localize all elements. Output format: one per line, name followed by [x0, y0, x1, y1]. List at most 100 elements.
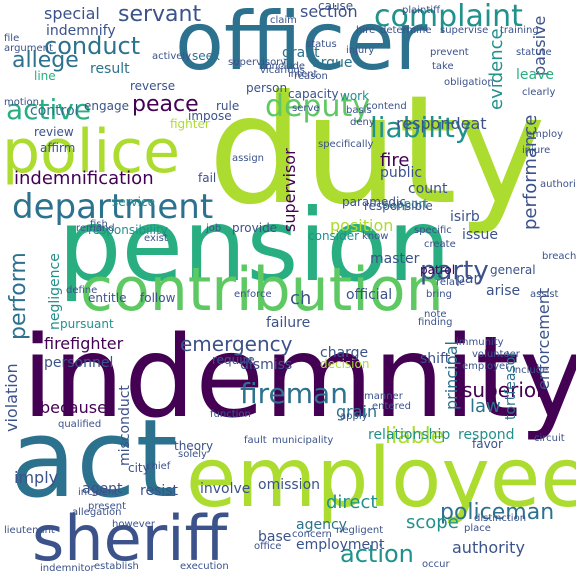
word-personnel: personnel [44, 355, 114, 371]
word-resist: resist [140, 483, 179, 499]
word-emergency: emergency [180, 332, 293, 356]
word-grain: grain [336, 402, 378, 421]
word-argue: argue [312, 55, 353, 71]
word-service: service [112, 195, 155, 209]
word-occur: occur [422, 559, 450, 570]
word-finding: finding [418, 317, 453, 328]
word-dismiss: dismiss [240, 357, 293, 373]
word-liability: liability [370, 111, 472, 144]
word-favor: favor [472, 437, 503, 451]
word-conclude: conclude [260, 61, 306, 72]
word-circuit: circuit [534, 433, 565, 444]
word-seek: seek [192, 49, 220, 63]
word-fire: fire [380, 150, 410, 171]
word-statute: statute [516, 47, 552, 58]
word-public: public [380, 165, 423, 181]
word-immunity: immunity [456, 337, 504, 348]
word-isirb: isirb [450, 209, 480, 225]
word-charge: charge [320, 345, 369, 361]
word-claim: claim [270, 15, 297, 26]
word-evidence: evidence [486, 28, 507, 110]
word-vicarious: vicarious [260, 65, 305, 76]
word-police: police [2, 117, 181, 187]
word-conduct: conduct [44, 32, 141, 60]
word-municipality: municipality [272, 435, 334, 446]
word-actively: actively [152, 51, 192, 62]
word-qualified: qualified [58, 419, 102, 430]
word-misconduct: misconduct [117, 385, 133, 466]
word-respondeat: respondeat [396, 114, 487, 133]
word-grant: grant [282, 45, 320, 61]
word-bring: bring [426, 289, 452, 300]
word-establish: establish [94, 561, 139, 572]
word-paramedic: paramedic [342, 195, 406, 209]
word-know: know [362, 231, 389, 242]
word-relationship: relationship [368, 427, 451, 443]
word-solely: solely [178, 449, 207, 460]
word-prevent: prevent [430, 47, 469, 58]
word-entered: entered [372, 401, 411, 412]
word-impose: impose [188, 109, 232, 123]
word-involve: involve [200, 481, 251, 497]
word-cause: cause [318, 0, 354, 13]
word-city: city [128, 461, 150, 475]
word-however: however [112, 519, 155, 530]
word-remand: remand [76, 223, 115, 234]
word-require: require [212, 353, 255, 367]
word-exist: exist [144, 233, 168, 244]
word-place: place [464, 523, 491, 534]
word-enforce: enforce [234, 289, 272, 300]
word-fireman: fireman [240, 377, 348, 410]
word-control: control [30, 103, 79, 119]
word-indemnify: indemnify [46, 23, 116, 39]
word-incident: incident [78, 487, 119, 498]
word-basis: basis [346, 105, 372, 116]
word-consider: consider [308, 229, 360, 243]
word-firefighter: firefighter [44, 334, 124, 353]
word-distinction: distinction [474, 513, 527, 524]
word-servant: servant [118, 2, 202, 27]
word-create: create [424, 239, 456, 250]
word-define: define [66, 285, 98, 296]
word-obligation: obligation [444, 77, 494, 88]
word-execution: execution [180, 561, 229, 572]
word-authorized: authorized [540, 179, 576, 190]
word-decision: decision [320, 357, 370, 371]
word-agent: agent [82, 481, 123, 497]
word-supervisory: supervisory [228, 57, 287, 68]
word-section: section [300, 2, 358, 21]
word-superior: superior [462, 378, 545, 402]
word-fighter: fighter [170, 117, 210, 131]
word-reverse: reverse [130, 79, 176, 93]
word-file: file [4, 33, 20, 44]
word-indemnity: indemnity [22, 313, 576, 443]
word-act: act [10, 397, 178, 522]
word-indemnitor: indemnitor [40, 563, 95, 574]
word-rule: rule [216, 99, 240, 113]
word-liable: liable [385, 424, 445, 449]
word-pension: pension [58, 187, 451, 304]
word-general: general [490, 263, 536, 277]
word-law: law [470, 396, 501, 417]
word-assist: assist [530, 289, 559, 300]
word-fail: fail [198, 171, 217, 185]
word-assign: assign [232, 153, 265, 164]
word-deputy: deputy [265, 89, 371, 124]
word-apply: apply [340, 411, 368, 422]
word-negligent: negligent [336, 525, 384, 536]
word-because: because [40, 398, 107, 417]
word-authority: authority [452, 538, 525, 557]
word-shift: shift [420, 351, 451, 367]
word-office: office [254, 541, 282, 552]
word-motion: motion [4, 97, 40, 108]
word-active: active [6, 93, 92, 126]
word-fault: fault [244, 435, 267, 446]
word-employ: employ [526, 129, 564, 140]
word-supervisor: supervisor [280, 148, 299, 232]
word-responsibility: responsibility [88, 223, 168, 237]
word-employment: employment [296, 537, 385, 553]
word-perform: perform [6, 252, 31, 340]
word-omission: omission [258, 477, 321, 493]
word-allegation: allegation [72, 507, 122, 518]
word-respond: respond [458, 427, 515, 443]
